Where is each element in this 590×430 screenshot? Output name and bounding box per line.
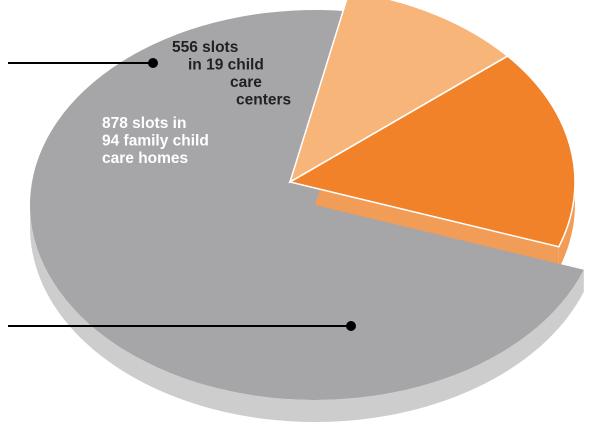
slice-label-0: 556 slots in 19 child care centers	[172, 39, 291, 109]
leader-dot-1	[346, 321, 356, 331]
slice-labels: 556 slots in 19 child care centers 878 slots…	[102, 39, 291, 167]
slice-label-line: 878 slots in	[102, 115, 186, 132]
leader-lines	[8, 58, 356, 331]
slice-label-line: care homes	[102, 150, 188, 167]
slice-label-line: 556 slots	[172, 39, 238, 56]
slice-label-line: in 19 child	[188, 57, 264, 74]
slice-outline-0	[288, 0, 509, 184]
slice-top-0	[290, 0, 508, 182]
leader-dot-0	[148, 58, 158, 68]
slice-side-1	[558, 187, 575, 269]
slice-outline-1	[288, 55, 576, 248]
slice-radial-side-1	[290, 182, 559, 269]
slice-label-line: 94 family child	[102, 133, 209, 150]
slice-label-line: centers	[236, 92, 291, 109]
slice-label-1: 878 slots in 94 family child care homes	[102, 115, 209, 167]
slice-tops	[29, 0, 584, 400]
slice-label-line: care	[230, 74, 262, 91]
slice-top-2	[29, 10, 584, 400]
